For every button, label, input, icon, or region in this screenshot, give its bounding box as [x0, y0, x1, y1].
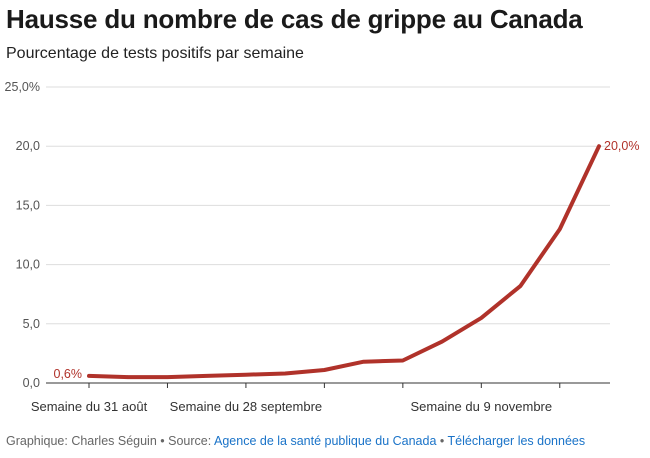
credit-text: Graphique: Charles Séguin — [6, 434, 157, 448]
y-tick-label: 5,0 — [23, 317, 40, 331]
data-point — [401, 359, 405, 363]
data-point — [519, 284, 523, 288]
data-point — [244, 373, 248, 377]
footer-separator: • — [436, 434, 448, 448]
data-point — [597, 144, 601, 148]
series-line — [87, 144, 601, 380]
data-point — [205, 374, 209, 378]
y-tick-label: 20,0 — [16, 139, 40, 153]
data-point — [165, 375, 169, 379]
data-point — [322, 368, 326, 372]
source-link[interactable]: Agence de la santé publique du Canada — [214, 434, 437, 448]
data-point — [558, 227, 562, 231]
data-point — [283, 372, 287, 376]
chart-subtitle: Pourcentage de tests positifs par semain… — [6, 45, 304, 62]
y-tick-label: 25,0% — [5, 80, 40, 94]
data-point — [440, 340, 444, 344]
y-tick-label: 10,0 — [16, 258, 40, 272]
data-label: 20,0% — [604, 139, 639, 153]
footer-separator: • — [156, 434, 169, 448]
x-tick-label: Semaine du 31 août — [31, 399, 148, 414]
data-point — [126, 375, 130, 379]
y-tick-label: 0,0 — [23, 376, 40, 390]
source-label: Source: — [168, 434, 214, 448]
download-data-link[interactable]: Télécharger les données — [447, 434, 586, 448]
line-chart: 0,0 5,0 10,0 15,0 20,0 25,0% Semaine du 31 aoû… — [5, 80, 640, 414]
chart-footer: Graphique: Charles Séguin • Source: Agen… — [6, 434, 585, 448]
data-point — [87, 374, 91, 378]
x-tick-label: Semaine du 9 novembre — [410, 399, 552, 414]
data-point — [362, 360, 366, 364]
chart-title: Hausse du nombre de cas de grippe au Can… — [6, 4, 583, 34]
data-point — [479, 316, 483, 320]
x-tick-label: Semaine du 28 septembre — [170, 399, 322, 414]
data-label: 0,6% — [54, 367, 83, 381]
y-tick-label: 15,0 — [16, 198, 40, 212]
